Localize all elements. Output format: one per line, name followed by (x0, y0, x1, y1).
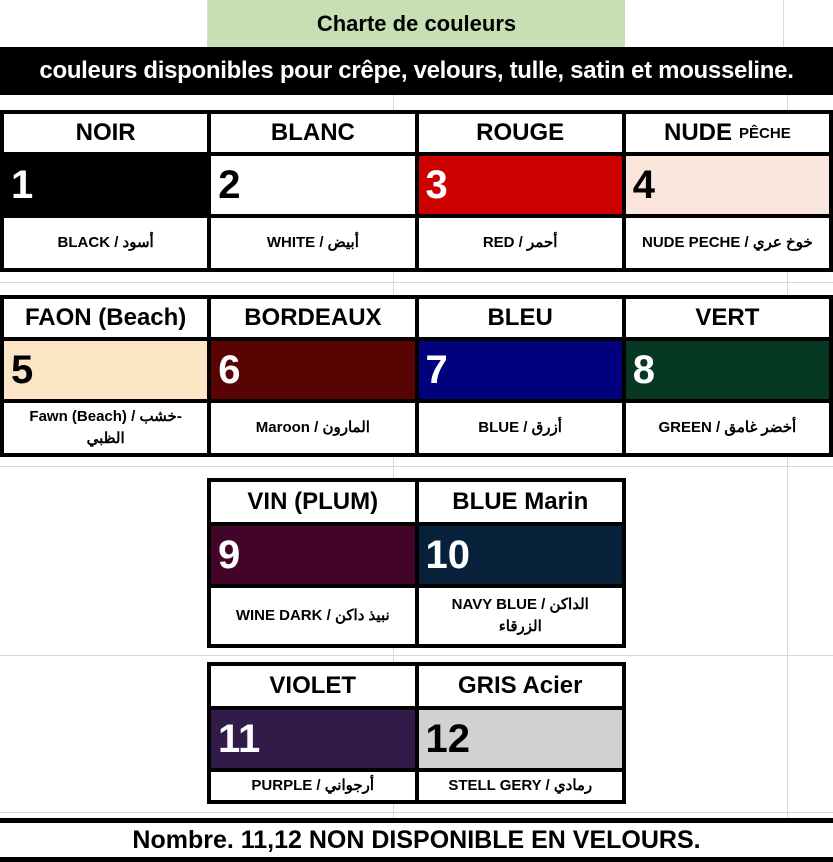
color-label-en-ar: RED / أحمر (482, 234, 558, 252)
color-card-rouge: ROUGE 3 RED / أحمر (418, 114, 622, 268)
color-swatch: 1 (4, 156, 208, 218)
color-title-fr: VERT (625, 299, 829, 341)
color-number: 3 (425, 163, 448, 207)
color-number: 4 (632, 163, 655, 207)
color-title-text: NOIR (75, 119, 136, 146)
color-swatch: 11 (211, 710, 415, 772)
color-title-fr: BLEU (418, 299, 622, 341)
color-label-en-ar: STELL GERY / رمادي (448, 777, 593, 795)
gridline (0, 655, 833, 656)
color-number: 2 (218, 163, 241, 207)
color-title-fr: VIN (PLUM) (211, 482, 415, 526)
color-swatch: 10 (418, 526, 622, 588)
color-title-fr: NOIR (4, 114, 208, 156)
color-block-1: NOIR 1 BLACK / أسود BLANC 2 WHITE / أبيض… (0, 110, 833, 272)
color-title-fr: BLANC (211, 114, 415, 156)
color-label-en-ar: NUDE PECHE / خوخ عري (642, 234, 813, 252)
color-title-fr: BLUE Marin (418, 482, 622, 526)
color-label-en-ar: NAVY BLUE / الداكن الزرقاء (451, 596, 589, 635)
color-card-noir: NOIR 1 BLACK / أسود (4, 114, 208, 268)
color-title-text: VIN (PLUM) (247, 488, 379, 515)
color-number: 11 (218, 717, 261, 761)
color-title-text: BORDEAUX (244, 304, 382, 331)
color-card-gris-acier: GRIS Acier 12 STELL GERY / رمادي (418, 666, 622, 800)
color-title-text: ROUGE (476, 119, 565, 146)
color-title-fr: NUDE PÊCHE (625, 114, 829, 156)
footer-note-bar: Nombre. 11,12 NON DISPONIBLE EN VELOURS. (0, 818, 833, 862)
color-swatch: 5 (4, 341, 208, 403)
color-label-en-ar: BLUE / أزرق (478, 419, 562, 437)
availability-banner-text: couleurs disponibles pour crêpe, velours… (39, 57, 794, 84)
color-title-text: VERT (695, 304, 760, 331)
color-number: 12 (425, 717, 471, 761)
color-number: 9 (218, 533, 241, 577)
chart-title-cell: Charte de couleurs (208, 0, 625, 47)
color-swatch: 9 (211, 526, 415, 588)
color-title-fr: FAON (Beach) (4, 299, 208, 341)
color-title-text: BLANC (270, 119, 355, 146)
color-title-fr: GRIS Acier (418, 666, 622, 710)
gridline (0, 466, 833, 467)
color-block-3: VIN (PLUM) 9 WINE DARK / نبيذ داكن BLUE … (207, 478, 626, 648)
color-card-vert: VERT 8 GREEN / أخضر غامق (625, 299, 829, 453)
color-card-blue-marin: BLUE Marin 10 NAVY BLUE / الداكن الزرقاء (418, 482, 622, 644)
color-swatch: 8 (625, 341, 829, 403)
color-title-fr: VIOLET (211, 666, 415, 710)
gridline (783, 0, 784, 47)
color-swatch: 6 (211, 341, 415, 403)
availability-banner: couleurs disponibles pour crêpe, velours… (0, 47, 833, 95)
color-number: 5 (11, 348, 34, 392)
color-title-text: BLUE Marin (452, 488, 589, 515)
color-swatch: 12 (418, 710, 622, 772)
color-label-en-ar: WHITE / أبيض (266, 234, 359, 252)
color-card-faon: FAON (Beach) 5 Fawn (Beach) / خشب- الظبي (4, 299, 208, 453)
color-block-2: FAON (Beach) 5 Fawn (Beach) / خشب- الظبي… (0, 295, 833, 457)
color-card-blanc: BLANC 2 WHITE / أبيض (211, 114, 415, 268)
color-label-en-ar: WINE DARK / نبيذ داكن (235, 607, 390, 625)
gridline (207, 0, 208, 47)
color-number: 1 (11, 163, 34, 207)
color-number: 7 (425, 348, 448, 392)
color-card-bordeaux: BORDEAUX 6 Maroon / المارون (211, 299, 415, 453)
color-title-text: BLEU (487, 304, 553, 331)
color-label-en-ar: PURPLE / أرجواني (251, 777, 375, 795)
gridline (0, 812, 833, 813)
color-block-4: VIOLET 11 PURPLE / أرجواني GRIS Acier 12… (207, 662, 626, 804)
color-number: 10 (425, 533, 471, 577)
color-label-en-ar: Fawn (Beach) / خشب- الظبي (29, 408, 182, 447)
color-card-bleu: BLEU 7 BLUE / أزرق (418, 299, 622, 453)
color-title-text: VIOLET (269, 672, 357, 699)
color-card-violet: VIOLET 11 PURPLE / أرجواني (211, 666, 415, 800)
color-title-subtext: PÊCHE (739, 124, 791, 142)
color-label-en-ar: Maroon / المارون (255, 419, 370, 437)
footer-note-text: Nombre. 11,12 NON DISPONIBLE EN VELOURS. (132, 825, 701, 854)
color-swatch: 3 (418, 156, 622, 218)
gridline (0, 282, 833, 283)
chart-title: Charte de couleurs (316, 10, 517, 36)
color-card-nude-peche: NUDE PÊCHE 4 NUDE PECHE / خوخ عري (625, 114, 829, 268)
color-title-text: GRIS Acier (458, 672, 583, 699)
color-swatch: 2 (211, 156, 415, 218)
color-title-fr: ROUGE (418, 114, 622, 156)
color-label-en-ar: GREEN / أخضر غامق (658, 419, 797, 437)
color-title-text: FAON (Beach) (24, 304, 187, 331)
color-label-en-ar: BLACK / أسود (57, 234, 154, 252)
color-number: 6 (218, 348, 241, 392)
color-title-text: NUDE (664, 119, 733, 146)
color-swatch: 7 (418, 341, 622, 403)
color-card-vin-plum: VIN (PLUM) 9 WINE DARK / نبيذ داكن (211, 482, 415, 644)
color-swatch: 4 (625, 156, 829, 218)
color-number: 8 (632, 348, 655, 392)
color-title-fr: BORDEAUX (211, 299, 415, 341)
